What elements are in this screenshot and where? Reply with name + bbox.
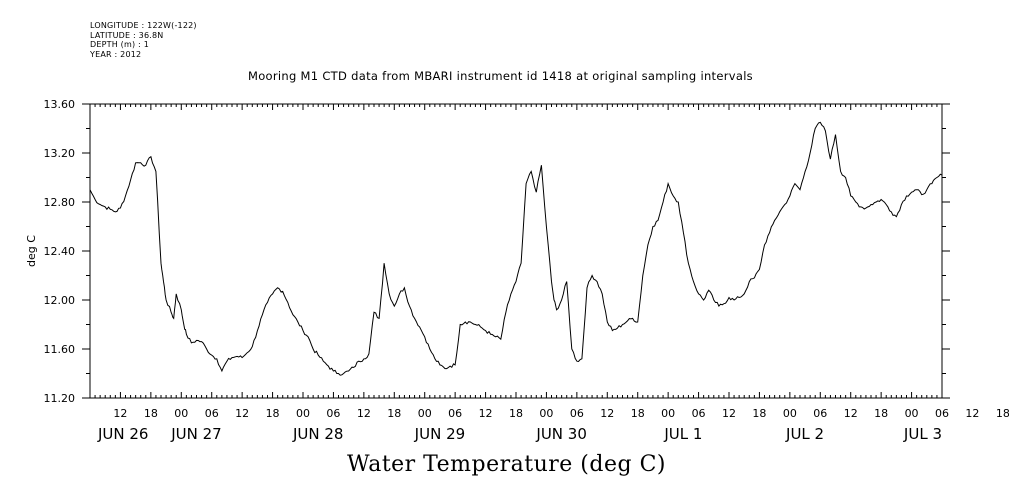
chart-title-text: Mooring M1 CTD data from MBARI instrumen…: [248, 69, 753, 83]
x-tick-label: 12: [357, 407, 371, 420]
y-tick-label: 13.20: [44, 147, 76, 160]
x-tick-label: 18: [387, 407, 401, 420]
x-day-label: JUN 26: [97, 425, 148, 443]
x-tick-label: 12: [844, 407, 858, 420]
x-tick-label: 06: [935, 407, 949, 420]
x-tick-label: 00: [783, 407, 797, 420]
x-day-label: JUL 3: [903, 425, 942, 443]
x-tick-label: 00: [296, 407, 310, 420]
x-tick-label: 12: [600, 407, 614, 420]
y-tick-label: 11.60: [44, 343, 76, 356]
x-tick-label: 12: [479, 407, 493, 420]
y-axis-label: deg C: [25, 235, 38, 267]
x-tick-label: 00: [661, 407, 675, 420]
x-day-label: JUN 29: [414, 425, 465, 443]
x-day-label: JUN 28: [292, 425, 343, 443]
x-tick-label: 06: [813, 407, 827, 420]
x-tick-label: 06: [570, 407, 584, 420]
latitude-text: LATITUDE : 36.8N: [90, 30, 164, 40]
x-tick-label: 00: [174, 407, 188, 420]
year-text: YEAR : 2012: [90, 49, 142, 59]
x-tick-label: 00: [418, 407, 432, 420]
longitude-text: LONGITUDE : 122W(-122): [90, 21, 197, 30]
x-tick-label: 06: [448, 407, 462, 420]
x-tick-label: 18: [752, 407, 766, 420]
x-tick-label: 18: [144, 407, 158, 420]
x-day-label: JUL 2: [785, 425, 824, 443]
x-day-label: JUN 27: [170, 425, 221, 443]
plot-frame: [89, 103, 943, 399]
x-tick-label: 18: [509, 407, 523, 420]
y-tick-label: 13.60: [44, 98, 76, 111]
axis-labels: 12 18 00 06 12 18 00 06 12 18 00 06 12 18 00 06 12 18 00 06…: [44, 98, 1009, 443]
y-tick-label: 11.20: [44, 392, 76, 405]
x-tick-label: 12: [113, 407, 127, 420]
y-tick-label: 12.40: [44, 245, 76, 258]
x-tick-label: 12: [722, 407, 736, 420]
x-tick-label: 18: [631, 407, 645, 420]
x-tick-label: 06: [205, 407, 219, 420]
x-axis-title: Water Temperature (deg C): [0, 452, 1009, 477]
chart-title: Mooring M1 CTD data from MBARI instrumen…: [0, 69, 1009, 83]
x-axis-title-text: Water Temperature (deg C): [347, 452, 666, 477]
x-tick-label: 18: [874, 407, 888, 420]
x-tick-label: 06: [326, 407, 340, 420]
x-tick-label: 00: [905, 407, 919, 420]
x-day-label: JUL 1: [663, 425, 702, 443]
x-tick-label: 06: [692, 407, 706, 420]
x-tick-label: 18: [996, 407, 1009, 420]
depth-text: DEPTH (m) : 1: [90, 40, 149, 49]
axis-ticks: [82, 103, 950, 399]
x-tick-label: 18: [266, 407, 280, 420]
metadata-block: LONGITUDE : 122W(-122) LATITUDE : 36.8N …: [90, 21, 197, 59]
water-temperature-line: [89, 121, 943, 376]
x-tick-label: 12: [235, 407, 249, 420]
y-tick-label: 12.00: [44, 294, 76, 307]
x-day-label: JUN 30: [535, 425, 586, 443]
x-tick-label: 12: [965, 407, 979, 420]
y-tick-label: 12.80: [44, 196, 76, 209]
x-tick-label: 00: [539, 407, 553, 420]
